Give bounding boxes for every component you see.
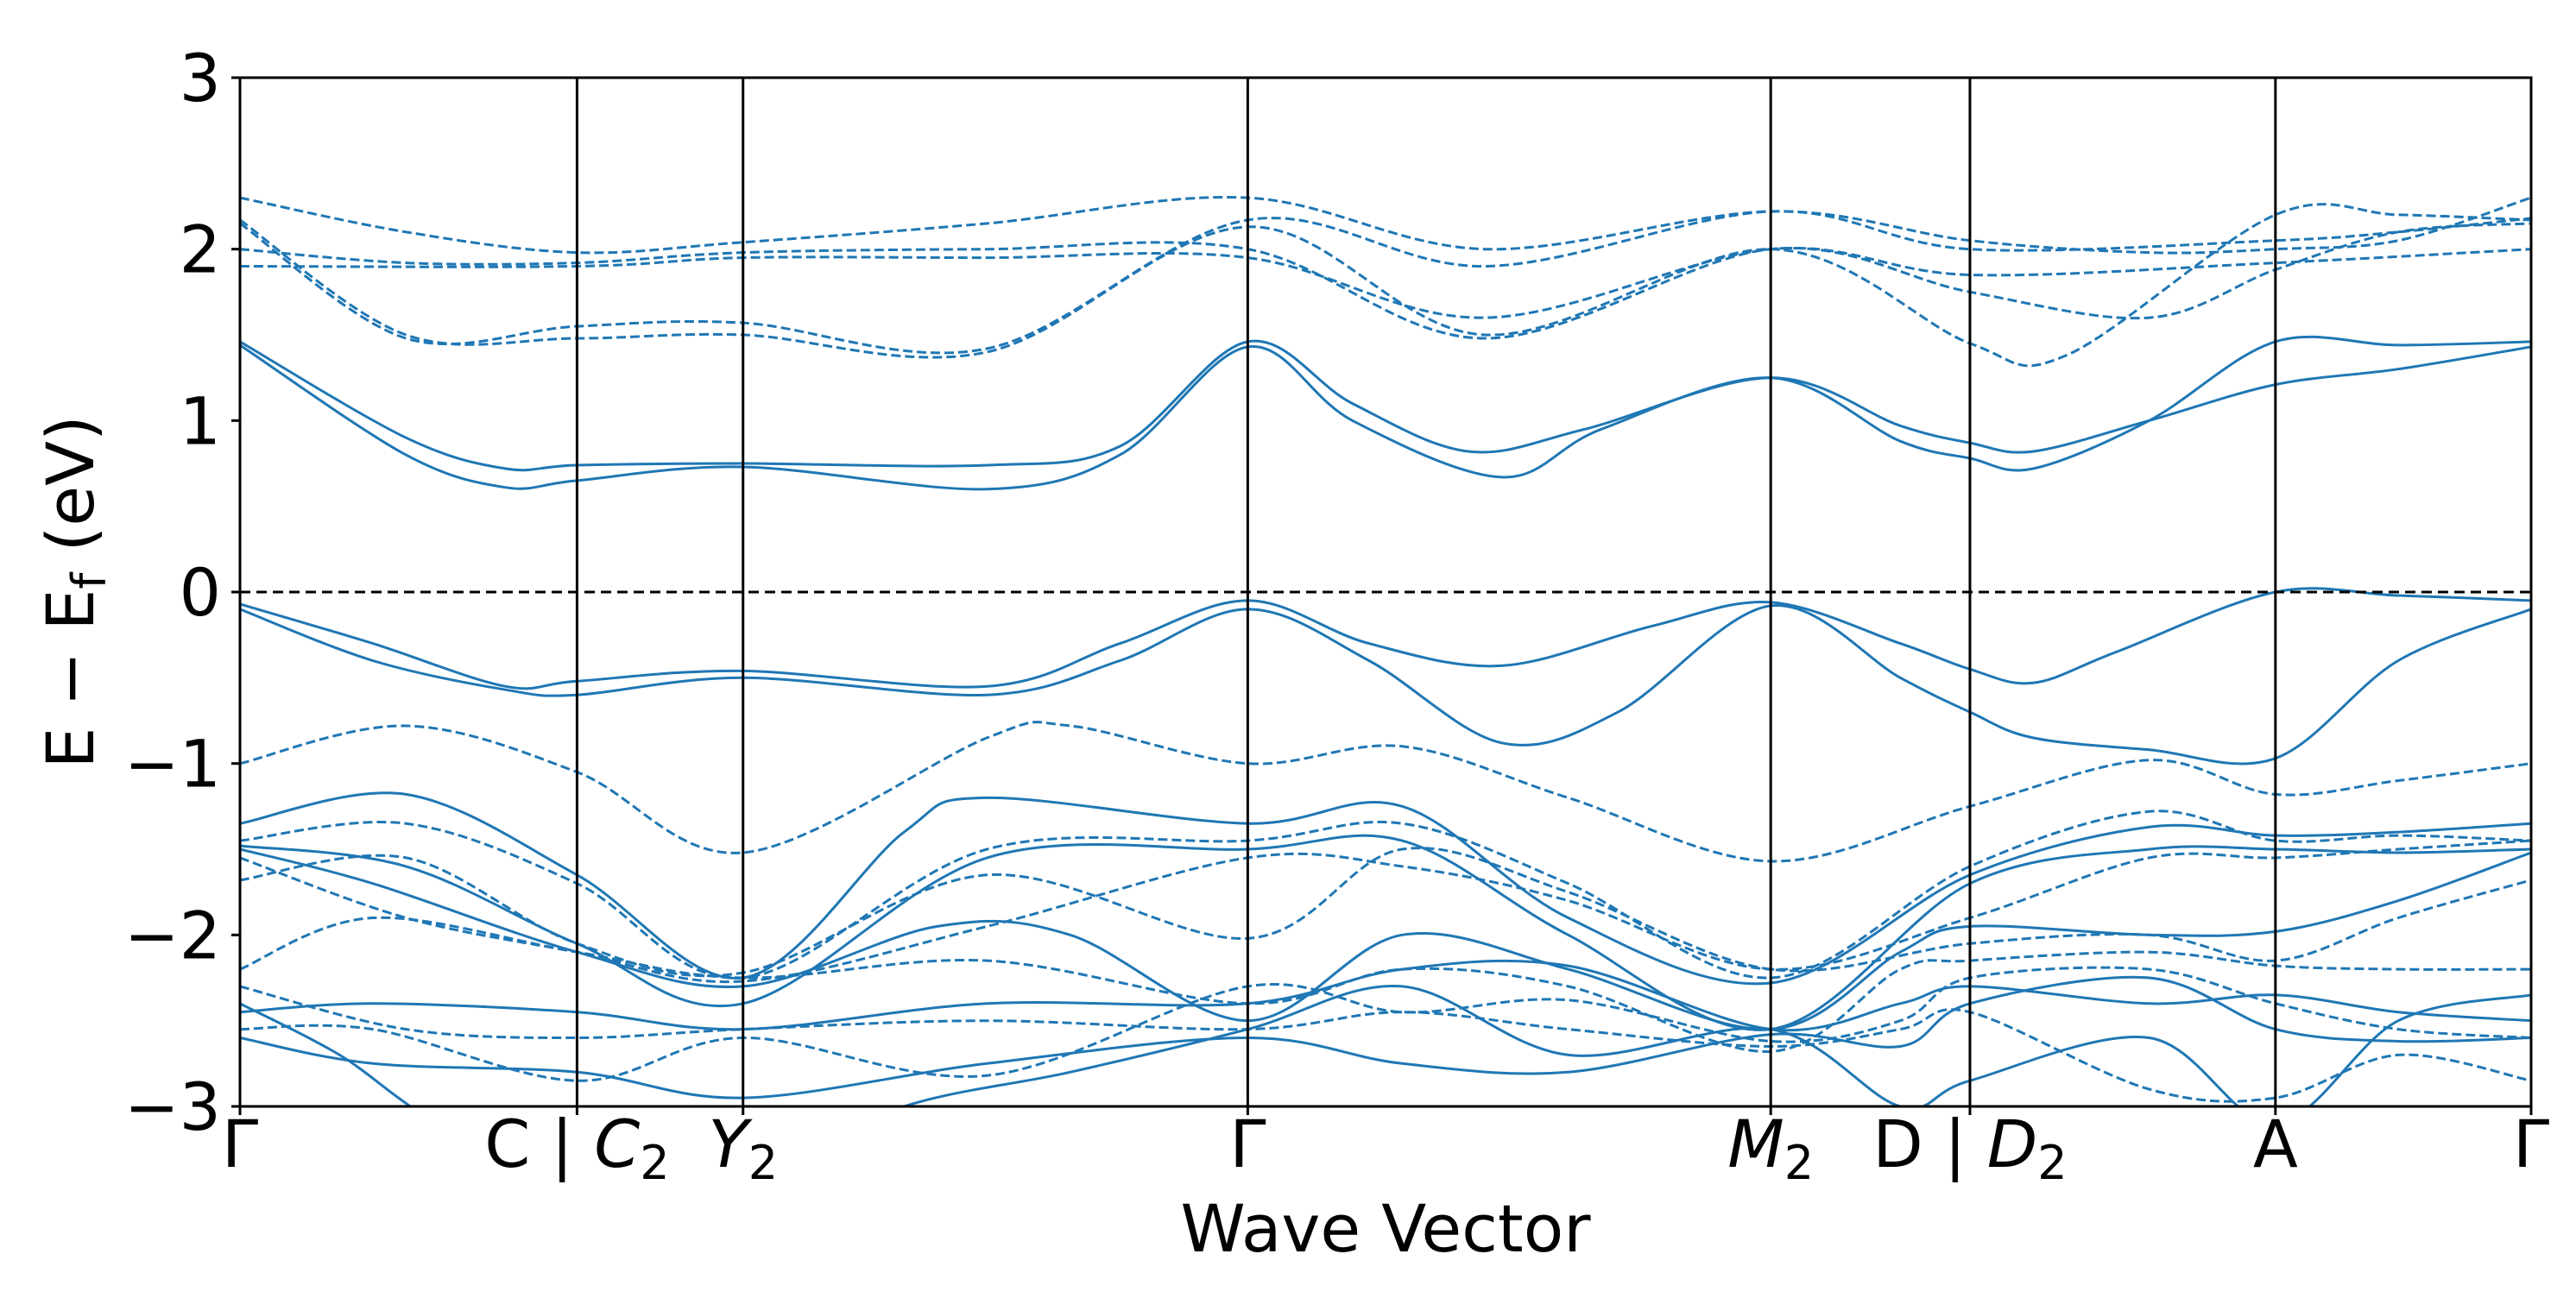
y-axis-label-unit: (eV) xyxy=(32,415,109,572)
x-tick-label-text: D | xyxy=(1872,1106,1986,1183)
band-solid-21 xyxy=(240,984,2531,1106)
band-dashed-22 xyxy=(240,985,2531,1103)
band-dashed-7 xyxy=(240,246,2531,319)
x-tick-label: Γ xyxy=(2513,1106,2549,1182)
band-dashed-19 xyxy=(240,966,2531,1082)
band-solid-16 xyxy=(240,847,2531,1031)
x-tick-label: Γ xyxy=(222,1106,258,1182)
band-solid-2 xyxy=(240,335,2531,491)
band-dashed-17 xyxy=(240,916,2531,1053)
x-tick-label: Y2 xyxy=(708,1106,778,1190)
band-solid-11 xyxy=(240,791,2531,986)
band-dashed-14 xyxy=(240,839,2531,984)
band-solid-20 xyxy=(240,975,2531,1100)
x-axis-label: Wave Vector xyxy=(1181,1190,1592,1267)
plot-frame xyxy=(238,76,2533,1108)
x-tick-label-symbol: Y xyxy=(708,1106,753,1182)
x-tick-label: D | D2 xyxy=(1872,1106,2067,1190)
y-axis-label: E − Ef (eV) xyxy=(32,415,117,768)
band-dashed-4 xyxy=(240,203,2531,368)
x-tick-label-text: A xyxy=(2253,1106,2298,1182)
x-tick-label-subscript: 2 xyxy=(748,1136,778,1190)
x-tick-label-subscript: 2 xyxy=(2037,1136,2067,1190)
y-tick-label: 3 xyxy=(180,40,221,117)
x-tick-label-subscript: 2 xyxy=(640,1136,669,1190)
x-tick-label-text: Γ xyxy=(1229,1106,1266,1182)
band-dashed-15 xyxy=(240,847,2531,978)
x-tick-label-text: C | xyxy=(484,1106,594,1183)
x-tick-label: Γ xyxy=(1229,1106,1266,1182)
x-tick-label-text: Γ xyxy=(2513,1106,2549,1182)
band-dashed-5 xyxy=(240,210,2531,355)
band-solid-9 xyxy=(240,604,2531,766)
x-tick-label-symbol: D xyxy=(1987,1106,2038,1182)
x-tick-label-symbol: M xyxy=(1727,1106,1784,1182)
band-solid-8 xyxy=(240,587,2531,690)
y-tick-label: −3 xyxy=(124,1068,221,1145)
x-tick-label-symbol: C xyxy=(594,1106,640,1182)
y-tick-label: 0 xyxy=(180,554,221,631)
x-tick-label: C | C2 xyxy=(484,1106,669,1190)
y-tick-label: 2 xyxy=(180,211,221,288)
x-tick-label-subscript: 2 xyxy=(1784,1136,1814,1190)
band-dashed-12 xyxy=(240,810,2531,980)
y-axis-ticks: −3 −2 −1 0 1 2 3 xyxy=(124,40,240,1145)
y-tick-label: 1 xyxy=(180,382,221,459)
y-axis-label-sub: f xyxy=(62,571,117,589)
y-axis-label-main: E − E xyxy=(32,589,109,769)
x-tick-label: A xyxy=(2253,1106,2298,1182)
x-tick-label-text: Γ xyxy=(222,1106,258,1182)
band-solid-1 xyxy=(240,339,2531,472)
y-tick-label: −2 xyxy=(124,897,221,973)
high-symmetry-lines xyxy=(575,78,2277,1106)
band-dashed-3 xyxy=(240,222,2531,340)
band-dashed-6 xyxy=(240,196,2531,255)
band-lines xyxy=(240,196,2531,1106)
y-tick-label: −1 xyxy=(124,726,221,803)
x-tick-label: M2 xyxy=(1727,1106,1814,1190)
band-solid-18 xyxy=(240,959,2531,1032)
band-dashed-10 xyxy=(240,721,2531,863)
